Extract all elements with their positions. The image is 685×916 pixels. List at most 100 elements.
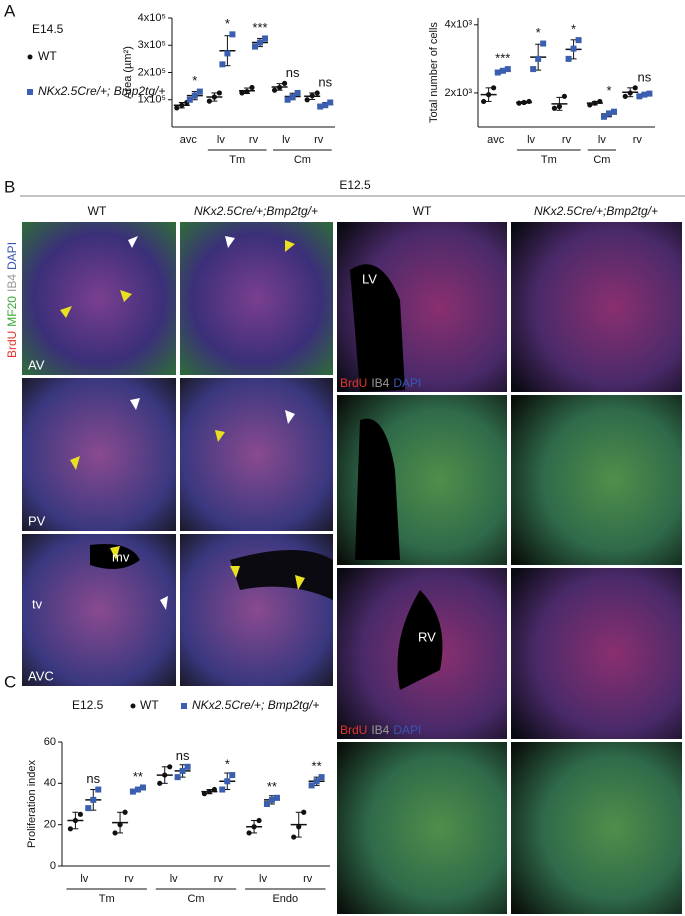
data-point (308, 782, 315, 789)
data-point (122, 809, 128, 815)
stain-word: IB4 (371, 376, 389, 390)
data-point (636, 93, 643, 100)
data-point (219, 786, 226, 793)
data-point (77, 811, 83, 817)
x-tick-label: avc (487, 134, 505, 146)
data-point (268, 796, 275, 803)
group-label: Tm (99, 893, 115, 905)
data-point (271, 87, 278, 93)
arrowhead (225, 236, 235, 248)
arrowhead (70, 456, 80, 470)
lumen (350, 264, 405, 392)
y-tick-label: 2x10³ (444, 87, 472, 99)
data-point (251, 824, 257, 830)
data-point (592, 100, 598, 106)
micrographs (22, 222, 682, 914)
data-point (309, 93, 315, 99)
arrowhead (120, 290, 132, 302)
stain-word: BrdU (340, 376, 367, 390)
group-label: Cm (294, 154, 311, 166)
significance: *** (252, 20, 267, 35)
data-point (313, 778, 320, 785)
data-point (296, 824, 302, 830)
arrowhead (285, 410, 295, 424)
micrograph (180, 222, 333, 375)
data-point (211, 786, 217, 793)
column-header: NKx2.5Cre/+;Bmp2tg/+ (194, 204, 318, 218)
data-point (622, 93, 628, 99)
data-point (281, 80, 288, 86)
stage-label: E12.5 (72, 698, 104, 712)
panel-label: A (4, 1, 16, 20)
data-point (67, 826, 73, 832)
data-point (481, 98, 487, 105)
legend-marker (27, 54, 33, 60)
data-point (239, 90, 245, 96)
data-point (211, 94, 217, 100)
data-point (318, 774, 325, 781)
y-tick-label: 0 (50, 860, 56, 872)
lumen (397, 590, 443, 690)
x-tick-label: lv (527, 134, 535, 146)
structure-label: LV (362, 271, 377, 286)
micrograph (511, 742, 682, 914)
data-point (191, 92, 198, 99)
data-point (491, 85, 497, 91)
data-point (565, 55, 572, 62)
significance: * (225, 16, 230, 31)
y-tick-label: 60 (44, 736, 56, 748)
data-point (521, 99, 527, 106)
data-point (184, 763, 191, 770)
structure-label: RV (418, 629, 436, 644)
data-point (535, 55, 542, 62)
legend-marker (27, 89, 33, 95)
data-point (273, 794, 280, 801)
data-point (494, 69, 501, 76)
data-point (252, 43, 259, 50)
data-point (575, 37, 582, 44)
data-point (304, 97, 310, 103)
group-label: Cm (187, 893, 204, 905)
stage-label: E14.5 (32, 22, 64, 36)
significance: * (536, 25, 541, 40)
data-point (641, 91, 648, 98)
x-tick-label: rv (303, 873, 313, 885)
column-header: NKx2.5Cre/+;Bmp2tg/+ (534, 204, 658, 218)
y-tick-label: 4x10⁵ (138, 12, 166, 24)
data-point (157, 780, 163, 786)
data-point (224, 50, 231, 57)
panel-label: C (4, 672, 16, 691)
data-point (90, 796, 97, 803)
data-point (162, 772, 168, 778)
micrograph (22, 378, 176, 531)
micrograph (511, 568, 682, 739)
data-point (196, 88, 203, 95)
significance: ns (286, 65, 300, 80)
stain-word: DAPI (393, 376, 421, 390)
arrowhead (285, 240, 295, 252)
data-point (540, 40, 547, 47)
data-point (85, 805, 92, 812)
data-point (327, 99, 334, 106)
data-point (72, 817, 78, 824)
y-tick-label: 3x10⁵ (138, 39, 166, 51)
data-point (627, 90, 633, 96)
data-point (632, 85, 638, 91)
data-point (174, 105, 180, 111)
x-tick-label: lv (259, 873, 267, 885)
x-tick-label: lv (282, 134, 290, 146)
data-point (224, 778, 231, 785)
y-tick-label: 20 (44, 819, 56, 831)
data-point (216, 90, 222, 96)
data-point (246, 830, 252, 836)
data-point (556, 103, 563, 110)
legend-label: WT (140, 698, 159, 712)
arrowhead (60, 306, 72, 318)
data-point (597, 98, 603, 105)
data-point (301, 809, 307, 815)
stain-word: DAPI (5, 242, 19, 270)
data-point (516, 100, 522, 106)
group-label: Endo (272, 893, 298, 905)
data-point (322, 102, 329, 109)
data-point (289, 94, 296, 101)
